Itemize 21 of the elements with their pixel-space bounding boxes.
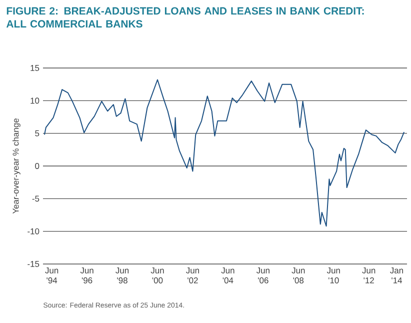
y-tick-label: 10 [30, 98, 40, 104]
x-tick-label: Jun '96 [80, 268, 94, 284]
y-tick-label: -5 [32, 196, 40, 202]
x-tick-label: Jun '08 [292, 268, 305, 284]
line-series [44, 79, 405, 227]
y-tick-label: 5 [35, 130, 40, 136]
y-tick-label: 0 [35, 163, 40, 169]
chart-title: FIGURE 2: BREAK-ADJUSTED LOANS AND LEASES IN BANK CREDIT: ALL COMMERCIAL BANKS [6, 7, 364, 28]
x-tick-label: Jun '12 [362, 268, 376, 284]
y-tick-label: -15 [28, 261, 40, 267]
y-tick-label: -10 [28, 228, 40, 234]
x-tick-label: Jun '06 [256, 268, 270, 284]
x-tick-label: Jun '94 [45, 268, 58, 284]
x-tick-label: Jan '14 [390, 268, 404, 284]
x-tick-label: Jun '98 [116, 268, 129, 284]
y-tick-label: 15 [30, 65, 40, 71]
x-tick-label: Jun '04 [221, 268, 234, 284]
x-tick-label: Jun '02 [186, 268, 199, 284]
x-tick-label: Jun '10 [326, 268, 340, 284]
x-tick-label: Jun '00 [150, 268, 164, 284]
y-axis-title: Year-over-year % change [12, 118, 20, 214]
